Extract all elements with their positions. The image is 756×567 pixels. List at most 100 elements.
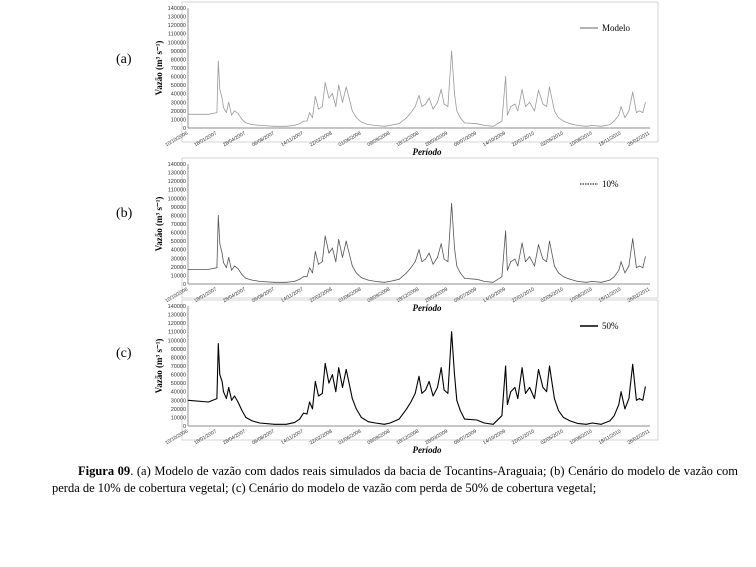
data-point	[642, 399, 644, 401]
data-point	[554, 265, 555, 267]
x-tick-label: 18/11/2010	[598, 130, 623, 148]
data-point	[563, 417, 564, 418]
data-point	[464, 278, 465, 279]
y-tick-label: 130000	[168, 313, 186, 319]
data-point	[351, 398, 353, 399]
y-tick-label: 50000	[171, 239, 186, 245]
x-axis-label: Período	[413, 303, 442, 313]
data-point	[314, 381, 316, 382]
data-point	[563, 120, 564, 122]
data-point	[636, 399, 637, 401]
data-point	[507, 269, 508, 271]
data-point	[226, 112, 227, 113]
data-point	[534, 110, 535, 112]
data-point	[421, 261, 423, 263]
data-point	[414, 393, 416, 394]
data-point	[338, 84, 340, 86]
data-point	[367, 279, 369, 281]
data-point	[321, 106, 323, 107]
data-point	[328, 382, 330, 384]
chart-b: 0 10000 20000 30000 40000 50000 60000 70000 8000…	[154, 157, 659, 313]
data-point	[483, 125, 485, 126]
data-point	[367, 421, 369, 423]
data-point	[389, 422, 391, 424]
data-point	[464, 418, 465, 420]
data-point	[231, 399, 232, 401]
chart-panel-b: 0 10000 20000 30000 40000 50000 60000 70000 8000…	[150, 157, 660, 313]
data-point	[638, 110, 640, 112]
data-point	[443, 103, 445, 105]
data-point	[558, 117, 559, 119]
data-point	[406, 272, 407, 274]
data-point	[483, 422, 485, 424]
data-point	[216, 398, 218, 399]
data-point	[234, 265, 235, 267]
data-point	[226, 398, 227, 399]
data-point	[285, 281, 287, 283]
data-point	[636, 267, 637, 269]
data-point	[367, 124, 369, 125]
x-tick-label: 18/11/2010	[598, 428, 623, 446]
data-point	[492, 423, 494, 425]
data-point	[299, 278, 301, 280]
data-point	[324, 82, 326, 83]
data-point	[425, 103, 426, 105]
x-tick-label: 28/03/2009	[424, 130, 449, 148]
caption-figure-number: Figura 09	[78, 464, 131, 478]
data-point	[517, 265, 519, 267]
data-point	[628, 398, 630, 399]
data-point	[216, 112, 218, 113]
data-point	[345, 240, 347, 242]
data-point	[542, 103, 544, 105]
data-point	[251, 124, 253, 125]
x-tick-label: 06/07/2009	[453, 428, 478, 446]
data-point	[318, 108, 319, 110]
data-point	[585, 125, 587, 127]
data-point	[642, 267, 644, 269]
data-point	[241, 410, 243, 411]
data-point	[241, 274, 243, 275]
y-axis-label: Vazão (m³ s⁻¹)	[154, 197, 164, 252]
y-tick-label: 60000	[171, 75, 186, 81]
data-point	[483, 281, 485, 282]
data-point	[321, 393, 323, 394]
data-point	[383, 281, 385, 283]
data-point	[558, 410, 559, 411]
data-point	[389, 281, 391, 282]
data-point	[410, 267, 412, 269]
y-tick-label: 70000	[171, 66, 186, 72]
data-point	[542, 387, 544, 388]
data-point	[624, 272, 626, 274]
x-tick-label: 06/08/2007	[251, 428, 276, 446]
x-axis-label: Período	[413, 147, 442, 157]
data-point	[418, 375, 420, 377]
data-point	[620, 261, 622, 263]
y-axis-label: Vazão (m³ s⁻¹)	[154, 41, 164, 96]
data-point	[375, 125, 376, 126]
x-tick-label: 26/02/2011	[627, 428, 652, 446]
data-point	[223, 262, 224, 263]
data-point	[459, 410, 461, 411]
data-point	[521, 367, 523, 369]
data-point	[219, 374, 221, 375]
data-point	[546, 261, 547, 263]
data-point	[187, 269, 189, 270]
data-point	[228, 257, 230, 258]
data-point	[360, 121, 362, 123]
data-point	[642, 112, 644, 113]
legend-label: 10%	[602, 179, 619, 189]
data-point	[510, 391, 512, 393]
x-tick-label: 09/09/2008	[366, 428, 391, 446]
data-point	[294, 125, 295, 126]
data-point	[312, 117, 313, 119]
x-tick-label: 22/01/2010	[511, 130, 536, 148]
data-point	[549, 240, 550, 242]
data-point	[624, 117, 626, 119]
data-point	[563, 276, 564, 278]
y-tick-label: 60000	[171, 373, 186, 379]
data-point	[274, 281, 275, 283]
data-point	[285, 125, 287, 127]
data-point	[375, 422, 376, 424]
data-point	[549, 86, 550, 88]
data-point	[332, 247, 333, 249]
